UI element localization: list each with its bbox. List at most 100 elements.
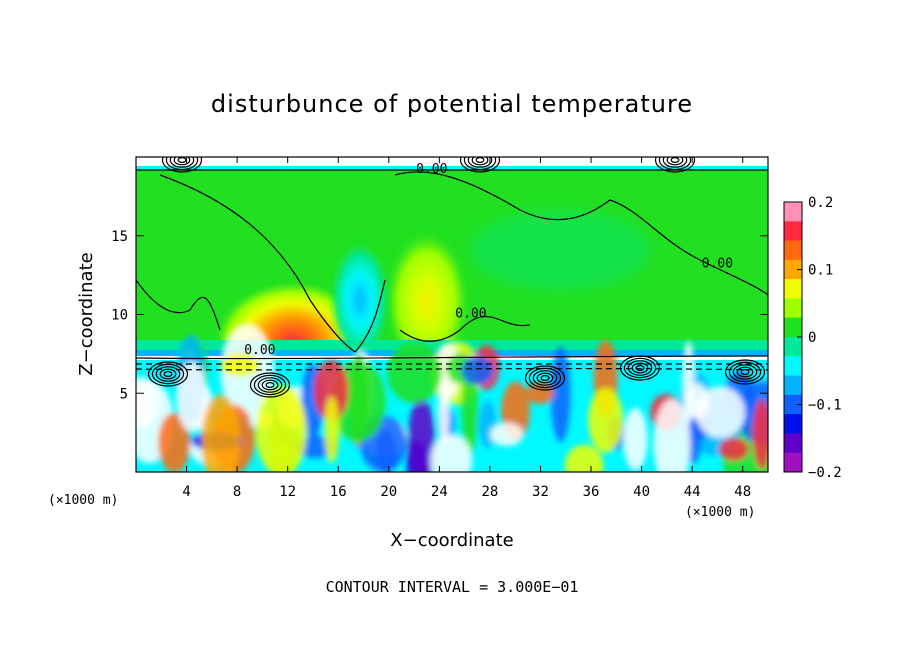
turbulence-blob (158, 412, 191, 472)
contour-swirl (666, 157, 684, 166)
turbulence-blob (386, 342, 442, 404)
colorbar-swatch (784, 433, 802, 454)
turbulence-blob (176, 362, 208, 432)
contour-line (136, 355, 768, 360)
contour-swirl (155, 366, 181, 382)
contour-swirl (471, 157, 489, 166)
colorbar (783, 201, 803, 473)
colorbar-swatch (784, 279, 802, 299)
colorbar-tick-label: −0.1 (808, 398, 842, 414)
x-unit-right: (×1000 m) (685, 505, 755, 520)
contour-line-dashed (136, 367, 768, 371)
contour-line (159, 174, 356, 353)
contour-swirl (631, 362, 649, 374)
contour-line (399, 315, 531, 342)
contour-swirl (165, 157, 199, 171)
turbulence-blob (461, 356, 494, 385)
turbulence-blob (718, 437, 749, 461)
colorbar-swatch (784, 337, 802, 357)
contour-swirl (635, 365, 645, 372)
contour-label: 0.00 (416, 162, 447, 177)
contour-swirl (151, 363, 185, 385)
y-tick-label: 5 (120, 386, 128, 402)
contour-swirl (459, 157, 501, 173)
colorbar-swatch (784, 240, 802, 261)
turbulence-blob (682, 340, 695, 425)
turbulence-blob (375, 430, 396, 472)
contour-lines (136, 157, 768, 398)
y-tick-label: 15 (111, 229, 128, 245)
turbulence-blob (461, 365, 479, 454)
turbulence-blob (220, 353, 260, 377)
contour-labels: 0.00 0.00 0.00 0.00 (244, 162, 733, 358)
x-tick-label: 24 (431, 484, 448, 500)
contour-swirl (732, 364, 758, 380)
contour-swirl (261, 379, 279, 391)
y-tick-label: 10 (111, 308, 128, 324)
colorbar-swatch (784, 202, 802, 222)
upper-cyan-band (136, 166, 768, 170)
contour-swirl (249, 372, 291, 398)
colorbar-tick-label: −0.2 (808, 465, 842, 481)
contour-swirl (528, 367, 562, 389)
contour-swirl (740, 369, 750, 376)
contour-line (136, 279, 221, 331)
colorbar-swatch (784, 375, 802, 396)
colorbar-swatch (784, 317, 802, 338)
x-tick-label: 48 (734, 484, 751, 500)
contour-swirl (253, 374, 287, 396)
colorbar-ticks: 0.2 0.1 0 −0.1 −0.2 (797, 195, 842, 481)
x-tick-label: 20 (380, 484, 397, 500)
turbulence-blob (489, 422, 524, 447)
turbulence-blob (752, 399, 768, 470)
colorbar-swatch (784, 221, 802, 242)
colorbar-tick-label: 0.1 (808, 263, 833, 279)
turbulence-blob (324, 396, 340, 463)
contour-label: 0.00 (455, 307, 486, 322)
x-tick-label: 40 (633, 484, 650, 500)
colorbar-tick-label: 0.2 (808, 195, 833, 211)
y-axis-ticks: 5 10 15 (111, 229, 768, 402)
contour-swirl (173, 157, 191, 166)
turbulence-blob (407, 397, 435, 472)
x-tick-label: 44 (684, 484, 701, 500)
x-tick-label: 32 (532, 484, 549, 500)
contour-swirl (662, 157, 688, 168)
contour-swirl (163, 371, 173, 378)
contour-swirl (147, 361, 189, 387)
contour-swirl (736, 366, 754, 378)
contour-interval-note: CONTOUR INTERVAL = 3.000E−01 (326, 578, 579, 596)
turbulence-blob (437, 380, 450, 446)
colorbar-swatch (784, 414, 802, 434)
turbulent-structures (136, 323, 768, 472)
contour-label: 0.00 (702, 256, 733, 271)
x-tick-label: 28 (481, 484, 498, 500)
turbulence-blob (564, 444, 604, 472)
turbulence-blob (313, 359, 349, 422)
colorbar-swatch (784, 394, 802, 415)
colorbar-swatch (784, 259, 802, 280)
y-axis-label: Z−coordinate (76, 252, 97, 375)
contour-swirl (623, 357, 657, 379)
contour-swirl (524, 365, 566, 391)
x-tick-label: 8 (233, 484, 241, 500)
colorbar-swatch (784, 356, 802, 377)
contour-swirl (627, 360, 653, 376)
x-tick-label: 12 (279, 484, 296, 500)
contour-swirl (159, 368, 177, 380)
x-tick-label: 36 (583, 484, 600, 500)
contour-label: 0.00 (244, 343, 275, 358)
contour-line (394, 171, 768, 296)
colorbar-swatch (784, 298, 802, 319)
contour-swirl (619, 355, 661, 381)
contour-swirl (540, 375, 550, 382)
contour-swirl (265, 382, 275, 389)
turbulence-blob (653, 399, 691, 472)
contour-line (354, 279, 386, 353)
colorbar-swatch (784, 452, 802, 473)
faint-green-patch (470, 210, 650, 290)
contour-swirl (467, 157, 493, 168)
colorbar-tick-label: 0 (808, 330, 816, 346)
contour-swirl (257, 377, 283, 393)
